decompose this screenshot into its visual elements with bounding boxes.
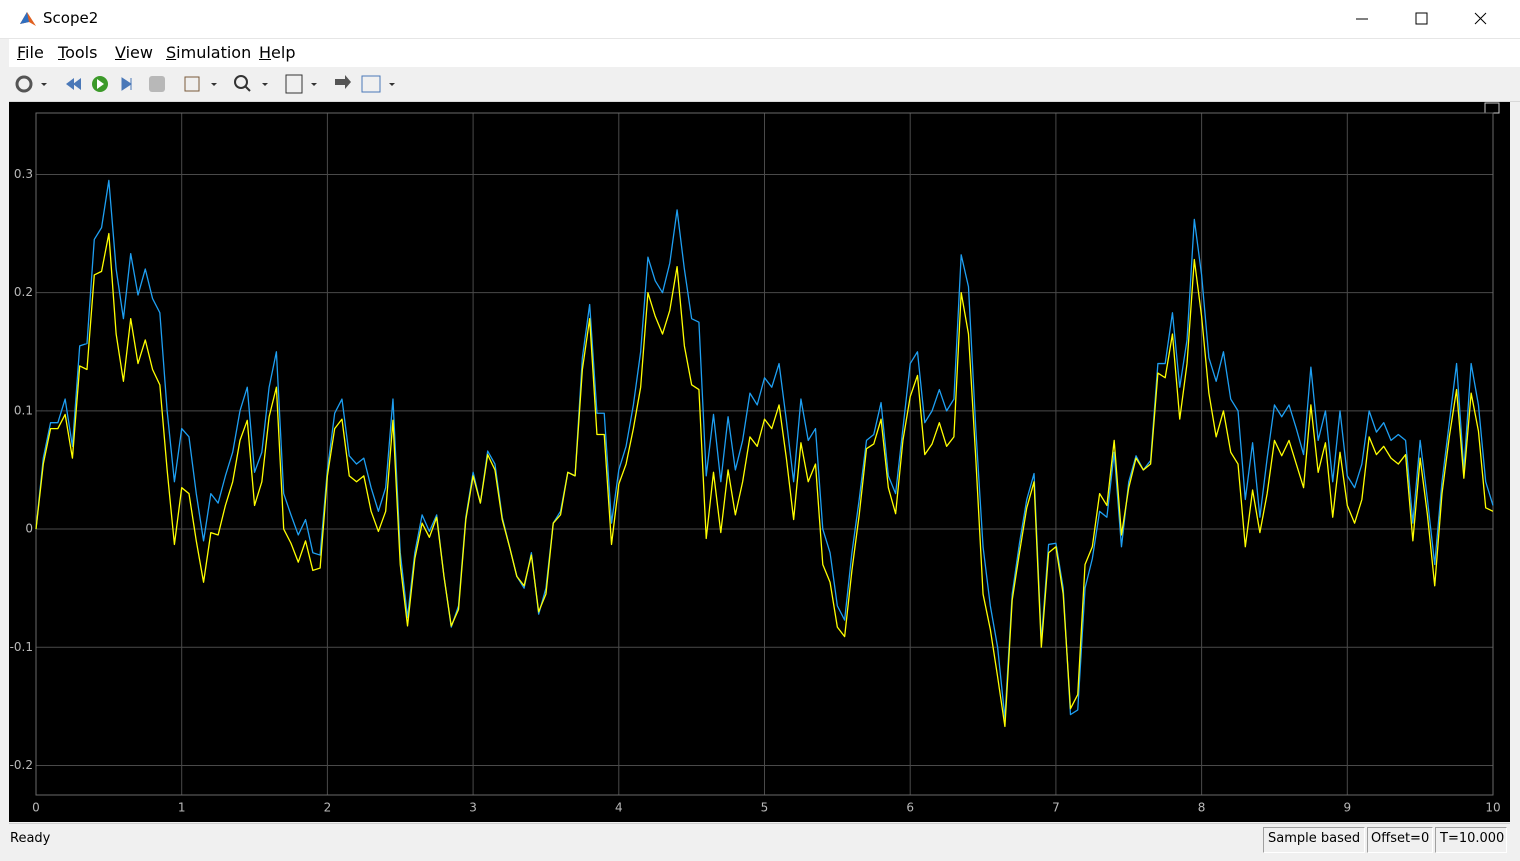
- status-offset: Offset=0: [1371, 831, 1430, 846]
- status-field: [1367, 827, 1433, 853]
- menu-item[interactable]: Help: [259, 43, 296, 62]
- x-tick-label: 7: [1052, 801, 1060, 815]
- x-tick-label: 10: [1485, 801, 1500, 815]
- status-time: T=10.000: [1440, 831, 1505, 846]
- undock-button[interactable]: [1484, 102, 1500, 114]
- x-tick-label: 4: [615, 801, 623, 815]
- x-tick-label: 8: [1198, 801, 1206, 815]
- settings-button[interactable]: [15, 75, 33, 93]
- app-icon: [20, 12, 36, 26]
- toolbar-icons: [15, 74, 395, 94]
- y-tick-label: -0.1: [10, 640, 33, 654]
- y-tick-label: 0.3: [14, 167, 33, 181]
- x-tick-label: 5: [761, 801, 769, 815]
- step-forward-button[interactable]: [121, 77, 132, 91]
- menu-item[interactable]: View: [115, 43, 153, 62]
- status-bar: Ready Sample based Offset=0 T=10.000: [9, 823, 1510, 856]
- title-bar: Scope2: [0, 0, 1520, 39]
- maximize[interactable]: [1415, 12, 1428, 25]
- layout-button[interactable]: [184, 76, 200, 92]
- x-tick-label: 9: [1343, 801, 1351, 815]
- y-tick-label: 0: [25, 522, 33, 536]
- chart: 0 1 2 3 4 5 6 7 8 9 10 -0.2 -0.1 0 0.1 0.2 0.3: [9, 102, 1510, 822]
- y-tick-label: -0.2: [10, 758, 33, 772]
- x-tick-label: 3: [469, 801, 477, 815]
- menu-bar: File Tools View Simulation Help: [9, 39, 1520, 67]
- x-tick-label: 1: [178, 801, 186, 815]
- status-field: [1435, 827, 1507, 853]
- series-line: [35, 179, 1494, 719]
- stop-button[interactable]: [149, 76, 165, 92]
- scale-button[interactable]: [285, 74, 303, 94]
- window-controls[interactable]: [1350, 8, 1500, 30]
- menu-item[interactable]: Tools: [58, 43, 98, 62]
- toolbar: [9, 67, 1520, 102]
- status-mode: Sample based: [1268, 831, 1361, 846]
- window-title: Scope2: [43, 9, 99, 27]
- y-tick-label: 0.1: [14, 403, 33, 417]
- y-tick-label: 0.2: [14, 285, 33, 299]
- status-field: [1263, 827, 1365, 853]
- x-tick-label: 0: [32, 801, 40, 815]
- series-line: [35, 232, 1494, 728]
- menu-item[interactable]: Simulation: [166, 43, 252, 62]
- menu-item[interactable]: File: [17, 43, 44, 62]
- zoom-button[interactable]: [234, 75, 248, 89]
- measure-button[interactable]: [361, 75, 381, 93]
- close[interactable]: [1474, 12, 1487, 25]
- cursor-button[interactable]: [335, 75, 351, 89]
- x-tick-label: 6: [906, 801, 914, 815]
- x-tick-label: 2: [324, 801, 332, 815]
- plot-area: 0 1 2 3 4 5 6 7 8 9 10 -0.2 -0.1 0 0.1 0.2 0.3: [9, 102, 1510, 822]
- step-back-button[interactable]: [66, 78, 81, 90]
- status-message: Ready: [10, 831, 51, 846]
- axes-box: [35, 112, 1494, 796]
